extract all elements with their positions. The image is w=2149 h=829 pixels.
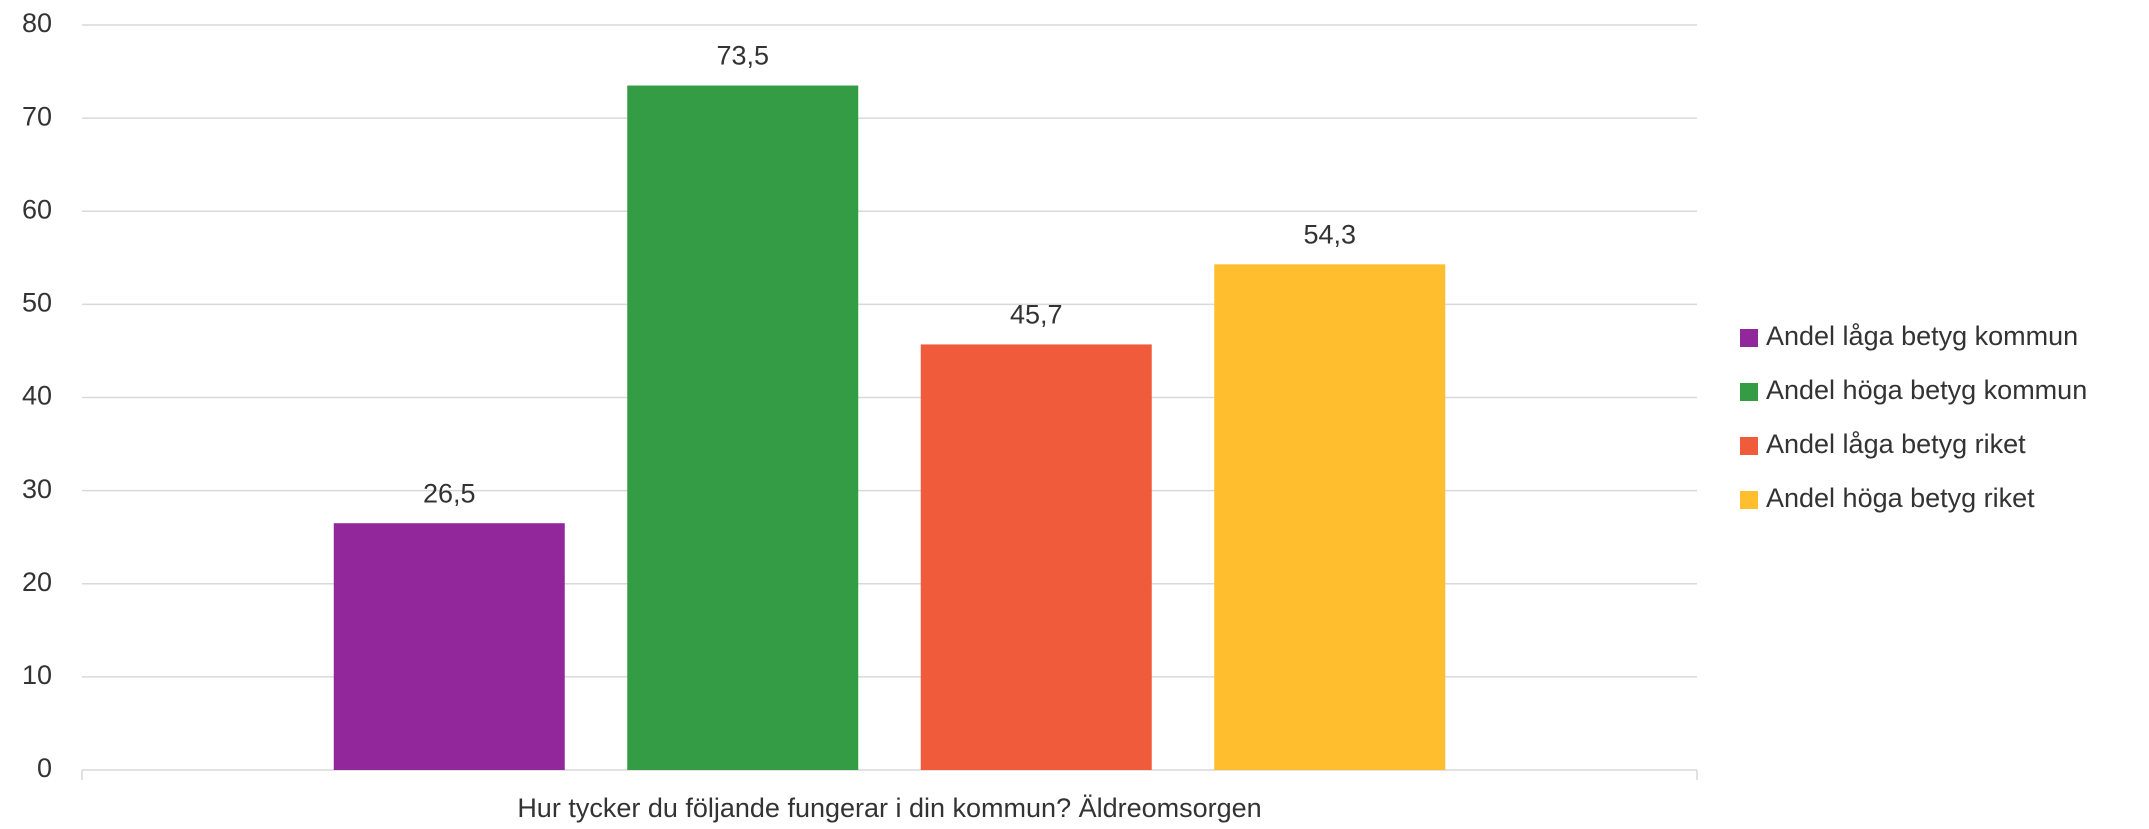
data-label: 54,3 bbox=[1303, 219, 1356, 249]
data-label: 45,7 bbox=[1010, 300, 1063, 330]
y-tick-label: 0 bbox=[37, 753, 52, 783]
legend-swatch bbox=[1740, 491, 1758, 509]
y-tick-label: 40 bbox=[22, 381, 52, 411]
y-tick-label: 80 bbox=[22, 8, 52, 38]
legend-swatch bbox=[1740, 383, 1758, 401]
y-tick-label: 50 bbox=[22, 288, 52, 318]
legend-label: Andel höga betyg kommun bbox=[1766, 375, 2087, 405]
legend-swatch bbox=[1740, 329, 1758, 347]
legend-label: Andel låga betyg kommun bbox=[1766, 321, 2078, 351]
legend-swatch bbox=[1740, 437, 1758, 455]
bar bbox=[1214, 264, 1446, 770]
bar bbox=[333, 523, 565, 770]
x-tick-label: Hur tycker du följande fungerar i din ko… bbox=[517, 793, 1261, 823]
y-tick-label: 70 bbox=[22, 101, 52, 131]
y-tick-label: 60 bbox=[22, 194, 52, 224]
legend-label: Andel låga betyg riket bbox=[1766, 429, 2026, 459]
bar bbox=[627, 85, 859, 770]
y-tick-label: 20 bbox=[22, 567, 52, 597]
y-tick-label: 30 bbox=[22, 474, 52, 504]
data-label: 26,5 bbox=[423, 478, 476, 508]
data-label: 73,5 bbox=[716, 41, 769, 71]
y-tick-label: 10 bbox=[22, 660, 52, 690]
bar bbox=[920, 344, 1152, 770]
legend-label: Andel höga betyg riket bbox=[1766, 483, 2035, 513]
